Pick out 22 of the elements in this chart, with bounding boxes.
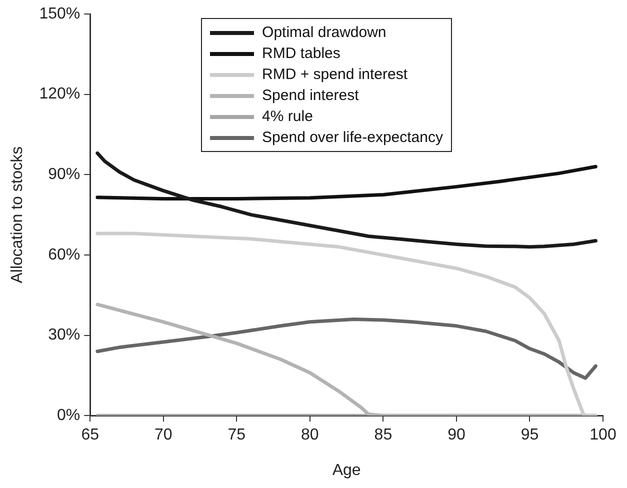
y-tick-label: 60% xyxy=(48,246,80,264)
x-tick-label: 95 xyxy=(520,426,539,444)
legend-label: Spend interest xyxy=(262,87,359,104)
y-tick-label: 90% xyxy=(48,166,80,184)
legend-label: RMD + spend interest xyxy=(262,66,408,83)
y-tick-label: 120% xyxy=(39,86,80,103)
legend-label: Optimal drawdown xyxy=(262,24,386,41)
y-tick-label: 150% xyxy=(39,5,80,22)
x-tick-label: 85 xyxy=(374,426,392,444)
x-tick-label: 75 xyxy=(228,426,246,444)
x-axis-title: Age xyxy=(332,462,361,479)
x-tick-label: 70 xyxy=(154,426,172,444)
x-tick-label: 90 xyxy=(448,426,466,444)
x-tick-label: 80 xyxy=(301,426,319,444)
x-tick-label: 65 xyxy=(81,426,100,444)
y-tick-label: 30% xyxy=(48,326,80,344)
legend-label: Spend over life-expectancy xyxy=(262,129,443,146)
x-tick-label: 100 xyxy=(590,426,616,444)
legend-label: RMD tables xyxy=(262,45,340,62)
y-axis-title: Allocation to stocks xyxy=(9,146,26,284)
y-tick-label: 0% xyxy=(56,407,80,424)
legend-label: 4% rule xyxy=(262,108,313,125)
